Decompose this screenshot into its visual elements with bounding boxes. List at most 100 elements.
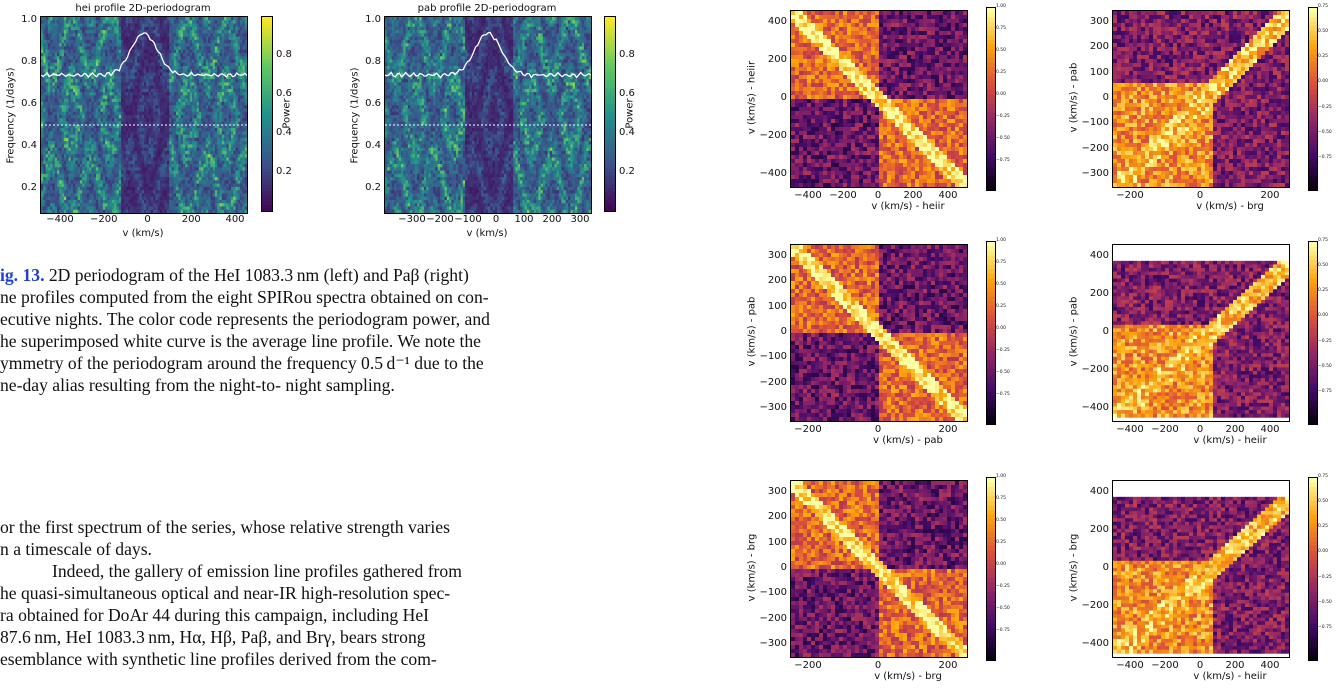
heatmap-cell <box>47 199 51 204</box>
heatmap-cell <box>79 177 83 181</box>
heatmap-cell <box>141 33 145 38</box>
heatmap-cell <box>105 52 108 57</box>
heatmap-cell <box>75 20 79 25</box>
heatmap-cell <box>95 23 99 28</box>
heatmap-cell <box>41 170 44 175</box>
heatmap-cell <box>166 92 170 96</box>
heatmap-cell <box>84 164 88 168</box>
heatmap-cell <box>185 62 188 67</box>
heatmap-cell <box>116 46 120 51</box>
heatmap-cell <box>173 167 177 172</box>
heatmap-cell <box>93 160 97 165</box>
heatmap-cell <box>118 193 122 198</box>
heatmap-cell <box>73 26 76 31</box>
heatmap-cell <box>144 137 147 142</box>
heatmap-cell <box>63 177 67 181</box>
heatmap-cell <box>89 33 92 38</box>
heatmap-cell <box>221 157 225 162</box>
heatmap-cell <box>137 147 140 152</box>
heatmap-cell <box>210 144 214 149</box>
heatmap-cell <box>57 150 60 155</box>
heatmap-cell <box>68 66 72 70</box>
heatmap-cell <box>75 88 79 93</box>
heatmap-cell <box>116 66 120 70</box>
heatmap-cell <box>77 137 81 142</box>
heatmap-cell <box>150 36 154 41</box>
heatmap-cell <box>137 79 140 83</box>
heatmap-cell <box>73 111 76 116</box>
heatmap-cell <box>79 46 83 51</box>
heatmap-cell <box>91 170 95 175</box>
heatmap-cell <box>203 199 207 204</box>
heatmap-cell <box>100 190 104 194</box>
heatmap-cell <box>73 209 76 213</box>
heatmap-cell <box>185 124 188 129</box>
heatmap-cell <box>118 131 122 136</box>
heatmap-cell <box>105 196 108 201</box>
heatmap-cell <box>130 39 134 44</box>
heatmap-cell <box>155 137 159 142</box>
heatmap-cell <box>139 59 143 64</box>
heatmap-cell <box>150 46 154 51</box>
heatmap-cell <box>166 144 170 149</box>
heatmap-cell <box>164 193 168 198</box>
heatmap-cell <box>219 52 223 57</box>
heatmap-cell <box>100 183 104 188</box>
heatmap-cell <box>125 150 129 155</box>
heatmap-cell <box>141 167 145 172</box>
heatmap-cell <box>192 157 195 162</box>
heatmap-cell <box>166 17 170 21</box>
heatmap-cell <box>228 167 232 172</box>
heatmap-cell <box>118 26 122 31</box>
heatmap-cell <box>157 173 161 178</box>
heatmap-cell <box>210 105 214 109</box>
heatmap-cell <box>109 30 113 34</box>
heatmap-cell <box>166 49 170 54</box>
heatmap-cell <box>127 56 131 60</box>
heatmap-cell <box>144 170 147 175</box>
heatmap-cell <box>219 177 223 181</box>
heatmap-cell <box>205 82 209 87</box>
heatmap-cell <box>162 79 166 83</box>
heatmap-cell <box>57 131 60 136</box>
heatmap-cell <box>221 173 225 178</box>
heatmap-cell <box>121 69 124 74</box>
heatmap-cell <box>194 157 198 162</box>
heatmap-cell <box>79 52 83 57</box>
heatmap-cell <box>203 134 207 139</box>
heatmap-cell <box>205 121 209 126</box>
heatmap-cell <box>43 30 47 34</box>
heatmap-cell <box>139 95 143 100</box>
heatmap-cell <box>169 98 172 103</box>
heatmap-cell <box>73 72 76 77</box>
heatmap-cell <box>116 160 120 165</box>
heatmap-cell <box>123 33 127 38</box>
heatmap-cell <box>182 108 186 113</box>
heatmap-cell <box>217 157 221 162</box>
heatmap-cell <box>187 170 191 175</box>
heatmap-cell <box>73 177 76 181</box>
heatmap-cell <box>114 59 118 64</box>
heatmap-cell <box>141 20 145 25</box>
heatmap-cell <box>98 190 102 194</box>
heatmap-cell <box>127 108 131 113</box>
heatmap-cell <box>153 75 156 80</box>
heatmap-cell <box>50 209 53 213</box>
heatmap-cell <box>210 82 214 87</box>
heatmap-cell <box>86 170 90 175</box>
heatmap-cell <box>187 92 191 96</box>
heatmap-cell <box>164 173 168 178</box>
heatmap-cell <box>111 56 115 60</box>
heatmap-cell <box>171 183 175 188</box>
heatmap-cell <box>125 183 129 188</box>
heatmap-cell <box>144 101 147 106</box>
heatmap-cell <box>196 193 200 198</box>
heatmap-cell <box>169 147 172 152</box>
heatmap-cell <box>182 33 186 38</box>
heatmap-cell <box>57 75 60 80</box>
heatmap-cell <box>47 33 51 38</box>
heatmap-cell <box>91 180 95 185</box>
heatmap-cell <box>146 39 150 44</box>
heatmap-cell <box>130 23 134 28</box>
heatmap-cell <box>43 59 47 64</box>
